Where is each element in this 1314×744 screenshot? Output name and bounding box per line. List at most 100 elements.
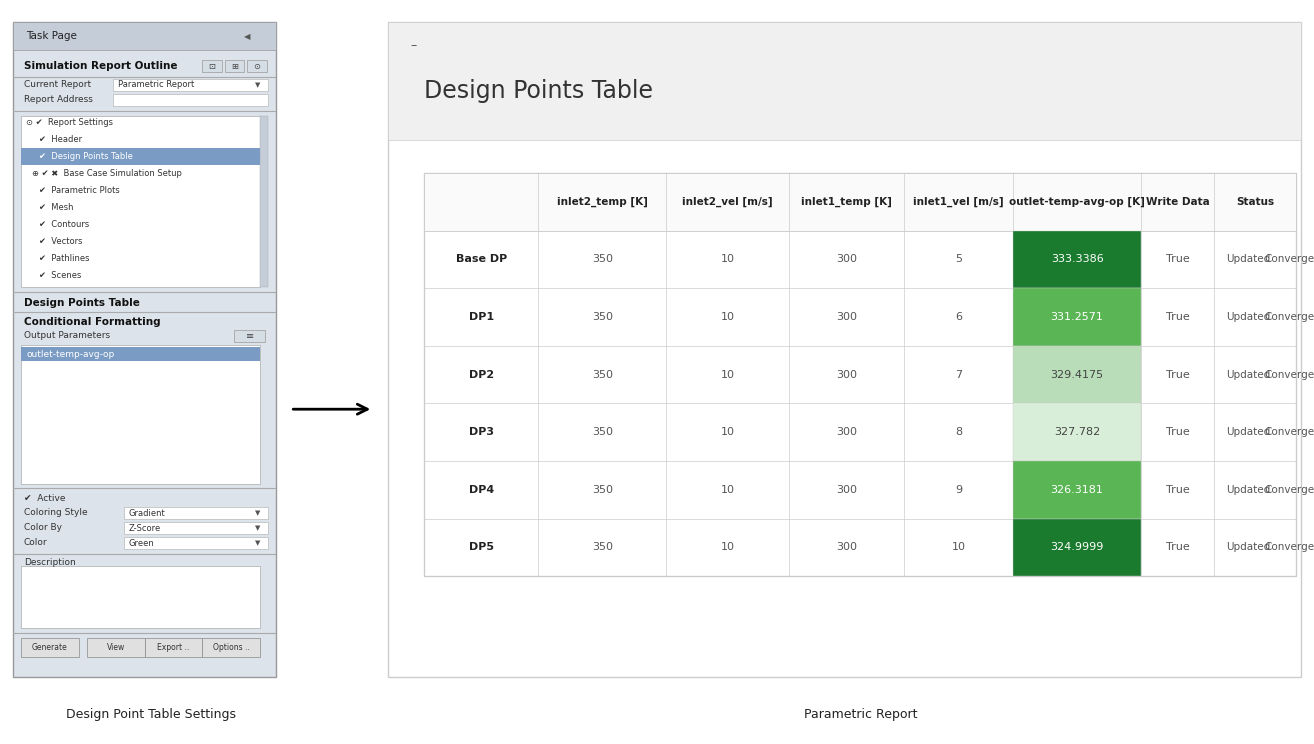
Text: ⊙ ✔  Report Settings: ⊙ ✔ Report Settings bbox=[26, 118, 113, 127]
Text: 8: 8 bbox=[955, 427, 962, 437]
Text: DP4: DP4 bbox=[469, 485, 494, 495]
Bar bbox=[424, 173, 1297, 231]
Text: Updated: Updated bbox=[1226, 254, 1271, 264]
Text: 10: 10 bbox=[721, 254, 735, 264]
Text: Converged: Converged bbox=[1264, 485, 1314, 495]
Text: ⊞: ⊞ bbox=[231, 62, 238, 71]
Text: 324.9999: 324.9999 bbox=[1050, 542, 1104, 552]
Text: True: True bbox=[1166, 542, 1189, 552]
Text: inlet2_vel [m/s]: inlet2_vel [m/s] bbox=[682, 196, 773, 207]
Text: 350: 350 bbox=[591, 254, 612, 264]
Text: Simulation Report Outline: Simulation Report Outline bbox=[24, 60, 177, 71]
Bar bbox=[21, 347, 260, 362]
Text: DP5: DP5 bbox=[469, 542, 494, 552]
Text: Design Points Table: Design Points Table bbox=[424, 79, 653, 103]
Text: Converged: Converged bbox=[1264, 542, 1314, 552]
Text: Export ..: Export .. bbox=[158, 643, 189, 652]
Text: 10: 10 bbox=[721, 427, 735, 437]
Text: 300: 300 bbox=[836, 542, 857, 552]
Text: Parametric Report: Parametric Report bbox=[118, 80, 194, 89]
Text: 331.2571: 331.2571 bbox=[1051, 312, 1104, 322]
Text: 7: 7 bbox=[955, 370, 962, 379]
Text: 350: 350 bbox=[591, 485, 612, 495]
Text: ⊡: ⊡ bbox=[209, 62, 215, 71]
Text: True: True bbox=[1166, 427, 1189, 437]
Text: Current Report: Current Report bbox=[24, 80, 91, 89]
Bar bbox=[260, 116, 268, 287]
Text: DP3: DP3 bbox=[469, 427, 494, 437]
Text: Parametric Report: Parametric Report bbox=[804, 708, 917, 721]
Text: 9: 9 bbox=[955, 485, 962, 495]
Text: ✔  Pathlines: ✔ Pathlines bbox=[39, 254, 89, 263]
Bar bbox=[202, 60, 222, 72]
Text: 10: 10 bbox=[721, 485, 735, 495]
Text: Color By: Color By bbox=[24, 523, 62, 532]
Text: Converged: Converged bbox=[1264, 370, 1314, 379]
Text: Task Page: Task Page bbox=[26, 31, 78, 42]
Text: outlet-temp-avg-op [K]: outlet-temp-avg-op [K] bbox=[1009, 196, 1144, 207]
Text: Converged: Converged bbox=[1264, 312, 1314, 322]
Text: 350: 350 bbox=[591, 427, 612, 437]
Text: Updated: Updated bbox=[1226, 427, 1271, 437]
Bar bbox=[21, 565, 260, 628]
Text: ✔  Design Points Table: ✔ Design Points Table bbox=[39, 152, 133, 161]
Text: Write Data: Write Data bbox=[1146, 196, 1209, 207]
Text: 329.4175: 329.4175 bbox=[1051, 370, 1104, 379]
Text: 5: 5 bbox=[955, 254, 962, 264]
Text: 300: 300 bbox=[836, 427, 857, 437]
Bar bbox=[21, 148, 260, 165]
Text: outlet-temp-avg-op: outlet-temp-avg-op bbox=[26, 350, 114, 359]
Bar bbox=[234, 330, 265, 341]
Text: Color: Color bbox=[24, 539, 47, 548]
Text: 10: 10 bbox=[721, 370, 735, 379]
Text: ▼: ▼ bbox=[255, 82, 260, 88]
Text: 350: 350 bbox=[591, 312, 612, 322]
Bar bbox=[202, 638, 260, 658]
Text: ▼: ▼ bbox=[255, 510, 260, 516]
Text: 10: 10 bbox=[721, 542, 735, 552]
Bar bbox=[113, 94, 268, 106]
Text: Report Address: Report Address bbox=[24, 95, 92, 104]
Text: Updated: Updated bbox=[1226, 542, 1271, 552]
Text: Converged: Converged bbox=[1264, 254, 1314, 264]
Text: ✔  Scenes: ✔ Scenes bbox=[39, 272, 81, 280]
Text: 10: 10 bbox=[951, 542, 966, 552]
Text: 333.3386: 333.3386 bbox=[1051, 254, 1104, 264]
Text: Coloring Style: Coloring Style bbox=[24, 508, 87, 517]
Bar bbox=[21, 638, 79, 658]
Text: True: True bbox=[1166, 312, 1189, 322]
Bar bbox=[1013, 346, 1141, 403]
Text: View: View bbox=[106, 643, 125, 652]
Text: Converged: Converged bbox=[1264, 427, 1314, 437]
Text: Gradient: Gradient bbox=[129, 509, 166, 518]
Bar bbox=[124, 537, 268, 549]
Bar bbox=[225, 60, 244, 72]
Text: ≡: ≡ bbox=[246, 331, 254, 341]
Text: ⊙: ⊙ bbox=[254, 62, 260, 71]
Text: ✔  Vectors: ✔ Vectors bbox=[39, 237, 83, 246]
Text: ⊕ ✔ ✖  Base Case Simulation Setup: ⊕ ✔ ✖ Base Case Simulation Setup bbox=[32, 169, 181, 178]
Text: True: True bbox=[1166, 254, 1189, 264]
Text: Green: Green bbox=[129, 539, 155, 548]
Bar bbox=[21, 345, 260, 484]
Text: 300: 300 bbox=[836, 370, 857, 379]
Text: True: True bbox=[1166, 370, 1189, 379]
Text: 326.3181: 326.3181 bbox=[1051, 485, 1104, 495]
Text: 6: 6 bbox=[955, 312, 962, 322]
Text: Design Point Table Settings: Design Point Table Settings bbox=[66, 708, 237, 721]
Bar bbox=[87, 638, 145, 658]
Bar bbox=[13, 22, 276, 51]
Text: 327.782: 327.782 bbox=[1054, 427, 1100, 437]
Text: ✔  Active: ✔ Active bbox=[24, 495, 66, 504]
Bar bbox=[1013, 288, 1141, 346]
Text: Updated: Updated bbox=[1226, 370, 1271, 379]
Bar bbox=[1013, 231, 1141, 288]
Text: Output Parameters: Output Parameters bbox=[24, 331, 110, 340]
Text: inlet1_temp [K]: inlet1_temp [K] bbox=[802, 196, 892, 207]
Text: ▼: ▼ bbox=[255, 525, 260, 531]
Text: Z-Score: Z-Score bbox=[129, 524, 162, 533]
Bar bbox=[113, 79, 268, 91]
Text: Options ..: Options .. bbox=[213, 643, 250, 652]
Bar bbox=[124, 507, 268, 519]
Text: Updated: Updated bbox=[1226, 312, 1271, 322]
